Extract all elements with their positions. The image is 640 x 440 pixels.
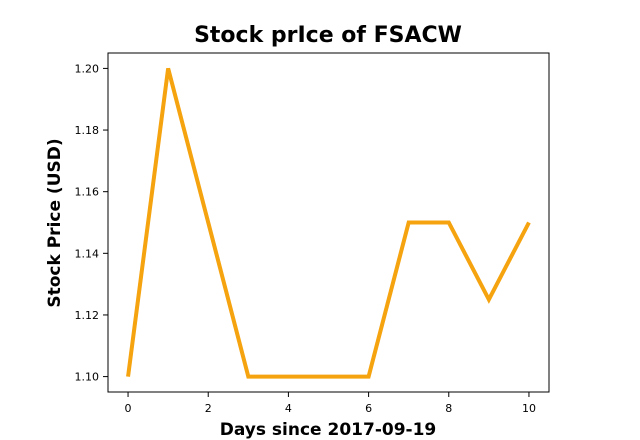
x-axis: 0 2 4 6 8 10 <box>125 392 536 415</box>
y-axis: 1.10 1.12 1.14 1.16 1.18 1.20 <box>75 62 108 384</box>
x-tick-label: 0 <box>125 402 132 415</box>
y-tick-label: 1.12 <box>75 309 100 322</box>
x-tick-label: 2 <box>205 402 212 415</box>
x-tick-label: 4 <box>285 402 292 415</box>
y-axis-label: Stock Price (USD) <box>45 138 65 307</box>
y-tick-label: 1.16 <box>75 186 100 199</box>
series-layer <box>126 67 531 379</box>
chart-title: Stock prIce of FSACW <box>194 23 462 48</box>
series-line <box>126 67 531 379</box>
y-tick-label: 1.14 <box>75 247 100 260</box>
x-tick-label: 10 <box>522 402 536 415</box>
y-tick-label: 1.18 <box>75 124 100 137</box>
x-tick-label: 6 <box>365 402 372 415</box>
x-tick-label: 8 <box>445 402 452 415</box>
y-tick-label: 1.10 <box>75 371 100 384</box>
plot-area <box>107 52 550 393</box>
y-tick-label: 1.20 <box>75 62 100 75</box>
x-axis-label: Days since 2017-09-19 <box>220 420 437 440</box>
